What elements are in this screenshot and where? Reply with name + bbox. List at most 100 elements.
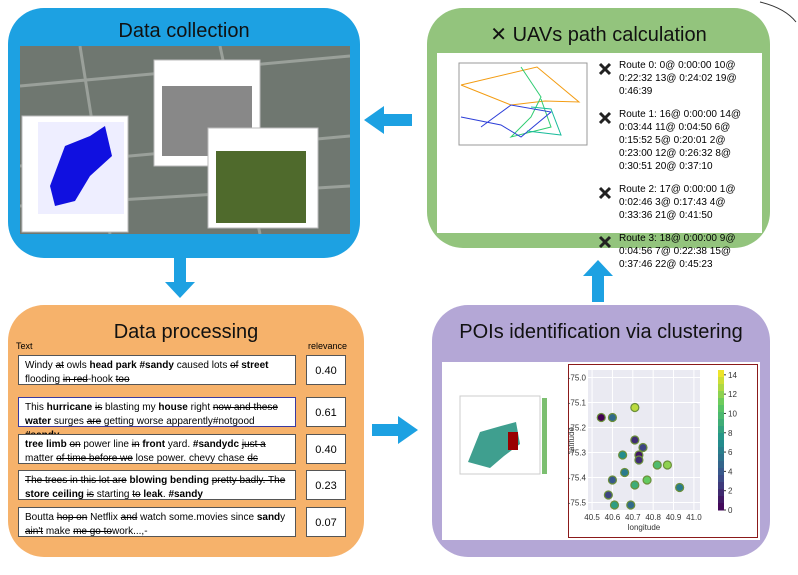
text-segment: in red xyxy=(62,374,88,385)
cluster-plot: 40.5 40.6 40.7 40.8 40.9 41.0 -75.0 -75.1 -75.2 -… xyxy=(568,364,758,538)
colorbar-segment xyxy=(718,384,724,392)
tweet-text: Boutta hop on Netflix and watch some.mov… xyxy=(18,507,296,537)
route-text: Route 3: 18@ 0:00:00 9@ 0:04:56 7@ 0:22:… xyxy=(619,233,736,270)
text-segment: of time before we xyxy=(56,453,133,464)
colorbar-label: 14 xyxy=(728,371,737,380)
text-segment: is xyxy=(86,489,94,500)
text-segment: on xyxy=(69,439,81,450)
text-segment: watch some.movies since xyxy=(137,512,257,523)
text-segment: hurricane xyxy=(46,402,93,413)
x-axis-label: longitude xyxy=(628,523,661,532)
x-tick-label: 41.0 xyxy=(686,513,702,522)
text-segment: #sandy xyxy=(168,489,203,500)
poi-point xyxy=(630,435,640,445)
poi-point xyxy=(638,442,648,453)
uav-content: Route 0: 0@ 0:00:00 10@ 0:22:32 13@ 0:24… xyxy=(437,53,762,270)
poi-point xyxy=(618,450,628,460)
text-segment: yard. xyxy=(165,439,193,450)
route: Route 1: 16@ 0:00:00 14@ 0:03:44 11@ 0:0… xyxy=(597,108,757,173)
poi-point xyxy=(630,402,640,413)
route: Route 0: 0@ 0:00:00 10@ 0:22:32 13@ 0:24… xyxy=(597,59,757,98)
text-segment: This xyxy=(25,402,47,413)
panel-title: Data processing xyxy=(113,321,259,343)
colorbar-segment xyxy=(718,405,724,413)
text-segment: and xyxy=(120,512,138,523)
text-segment: lose power. chevy chase xyxy=(132,453,248,464)
colorbar-label: 10 xyxy=(728,409,737,418)
text-segment: Boutta xyxy=(25,512,57,523)
x-tick-label: 40.6 xyxy=(605,513,621,522)
panel-title: ✕ UAVs path calculation xyxy=(427,22,770,47)
text-segment: work...,- xyxy=(111,526,148,537)
drone-shape xyxy=(598,111,612,125)
text-segment: The trees in this lot are xyxy=(25,475,127,486)
colorbar-segment xyxy=(718,468,724,476)
collection-panel: Data collection xyxy=(8,8,360,258)
y-axis-label: latitude xyxy=(568,427,576,453)
text-segment: front xyxy=(142,439,166,450)
text-segment: in xyxy=(131,439,140,450)
text-segment: head park #sandy xyxy=(89,360,174,371)
relevance: 0.23 xyxy=(306,470,346,500)
drone-shape xyxy=(598,186,612,200)
colorbar-label: 0 xyxy=(728,506,733,515)
text-segment: blasting my xyxy=(102,402,159,413)
colorbar-segment xyxy=(718,440,724,448)
text-segment: tree limb xyxy=(25,439,67,450)
poi-point xyxy=(642,475,652,485)
text-segment: of xyxy=(230,360,239,371)
text-segment: #sandydc xyxy=(192,439,240,450)
poi-point xyxy=(662,460,673,470)
colorbar-segment xyxy=(718,475,724,483)
text-segment: to xyxy=(132,489,141,500)
text-segment: street xyxy=(241,360,269,371)
drone-shape xyxy=(598,62,612,76)
colorbar-segment xyxy=(718,377,724,385)
drone-icon xyxy=(598,235,612,249)
drone-icon xyxy=(598,62,612,76)
relevance: 0.07 xyxy=(306,507,346,537)
y-tick-label: -75.5 xyxy=(568,499,587,508)
text-segment: -hook xyxy=(87,374,116,385)
text-segment: water xyxy=(25,416,52,427)
poi-point xyxy=(609,500,620,510)
pois-content: 40.5 40.6 40.7 40.8 40.9 41.0 -75.0 -75.1 -75.2 -… xyxy=(442,362,760,540)
overview-plot xyxy=(459,395,547,475)
colorbar-label: 4 xyxy=(728,467,733,476)
x-tick-label: 40.8 xyxy=(645,513,661,522)
route-text: Route 2: 17@ 0:00:00 1@ 0:02:46 3@ 0:17:… xyxy=(619,184,736,221)
drone-icon xyxy=(598,111,612,125)
column-header: relevance xyxy=(308,341,348,351)
text-segment: are xyxy=(86,416,102,427)
relevance: 0.61 xyxy=(306,397,346,427)
x-tick-label: 40.5 xyxy=(584,513,600,522)
colorbar-segment xyxy=(718,461,724,469)
colorbar-segment xyxy=(718,391,724,399)
poi-point xyxy=(634,455,644,465)
poi-point xyxy=(626,500,636,510)
drone-icon: ✕ xyxy=(490,24,513,46)
route-text: Route 1: 16@ 0:00:00 14@ 0:03:44 11@ 0:0… xyxy=(619,109,742,172)
text-segment: Netflix xyxy=(87,512,121,523)
colorbar-label: 6 xyxy=(728,448,733,457)
column-header: Text xyxy=(16,341,33,351)
tweet-text: The trees in this lot are blowing bendin… xyxy=(18,470,296,500)
colorbar-segment xyxy=(718,370,724,378)
text-segment: make xyxy=(43,526,74,537)
route-text: Route 0: 0@ 0:00:00 10@ 0:22:32 13@ 0:24… xyxy=(619,60,737,97)
panel-title: POIs identification via clustering xyxy=(459,321,743,343)
text-segment: too xyxy=(115,374,130,385)
text-segment: house xyxy=(158,402,188,413)
colorbar-segment xyxy=(718,496,724,504)
poi-point xyxy=(620,467,630,478)
text-segment: right xyxy=(187,402,213,413)
x-tick-label: 40.7 xyxy=(625,513,641,522)
route: Route 3: 18@ 0:00:00 9@ 0:04:56 7@ 0:22:… xyxy=(597,232,757,271)
colorbar-segment xyxy=(718,482,724,490)
text-segment: starting xyxy=(93,489,133,500)
text-segment: hop on xyxy=(56,512,88,523)
colorbar-segment xyxy=(718,412,724,420)
x-tick-label: 40.9 xyxy=(666,513,682,522)
colorbar-label: 12 xyxy=(728,390,737,399)
poi-point xyxy=(607,475,618,485)
